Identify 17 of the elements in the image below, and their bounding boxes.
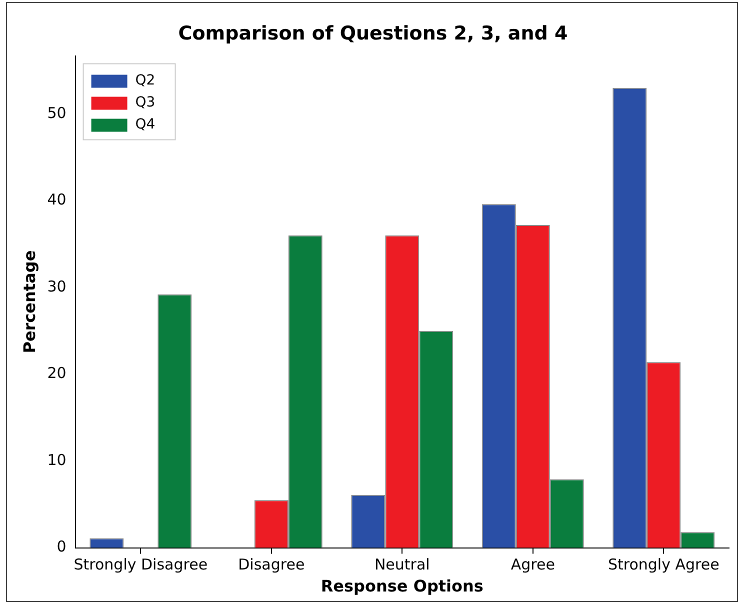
chart-title: Comparison of Questions 2, 3, and 4 <box>178 22 568 44</box>
y-tick-label: 40 <box>47 190 66 209</box>
legend-label: Q4 <box>135 116 156 132</box>
legend-label: Q3 <box>135 94 156 110</box>
y-tick-label: 0 <box>56 538 66 556</box>
y-tick-label: 50 <box>47 104 66 122</box>
x-tick-label: Neutral <box>374 556 430 574</box>
legend-label: Q2 <box>135 72 156 88</box>
x-tick-label: Agree <box>510 556 555 574</box>
y-tick-label: 10 <box>47 450 66 469</box>
x-tick-label: Strongly Agree <box>608 556 720 574</box>
x-tick-label: Disagree <box>238 556 305 574</box>
x-axis-title: Response Options <box>320 576 484 596</box>
y-axis-title: Percentage <box>20 250 39 354</box>
y-tick-label: 20 <box>47 364 66 382</box>
x-tick-label: Strongly Disagree <box>74 556 208 574</box>
y-tick-label: 30 <box>47 277 66 296</box>
